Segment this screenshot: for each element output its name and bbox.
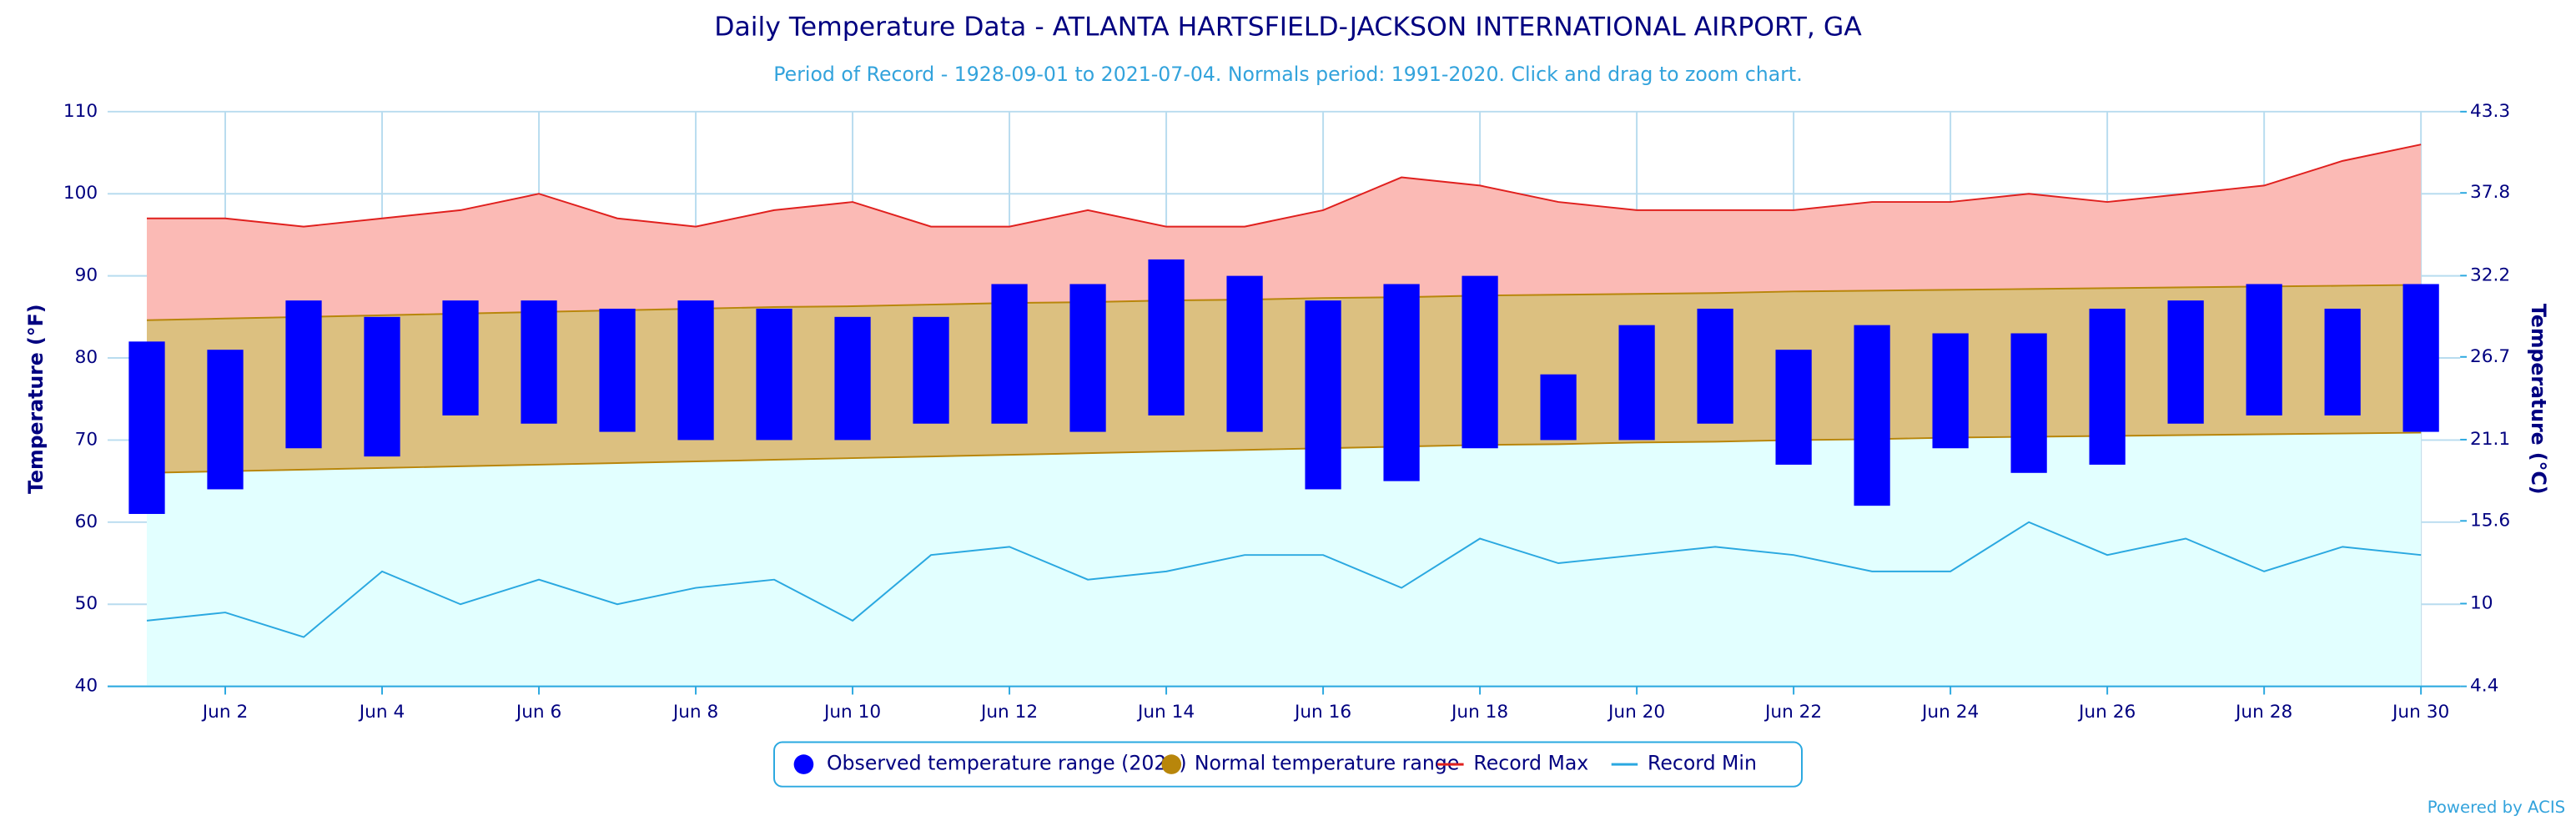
range-bar[interactable] (442, 300, 479, 416)
plot-area (108, 110, 2461, 688)
x-tick-label: Jun 26 (2077, 702, 2136, 723)
range-bar[interactable] (364, 316, 400, 457)
y-tick-label: 90 (75, 265, 98, 286)
x-tick-label: Jun 18 (1450, 702, 1508, 723)
legend-item[interactable]: Observed temperature range (2021) (793, 752, 1187, 775)
range-bar[interactable] (2402, 284, 2439, 432)
legend-item[interactable]: Record Min (1611, 752, 1757, 775)
y2-tick-label: 26.7 (2470, 346, 2510, 367)
range-bar[interactable] (2010, 333, 2047, 473)
chart-title: Daily Temperature Data - ATLANTA HARTSFI… (714, 12, 1862, 42)
y2-tick-label: 21.1 (2470, 429, 2510, 450)
range-bar[interactable] (1697, 308, 1733, 424)
y2-tick-label: 32.2 (2470, 264, 2510, 285)
range-bar[interactable] (1069, 284, 1106, 432)
y-tick-label: 40 (75, 676, 98, 697)
legend-symbol (1161, 754, 1182, 774)
legend-box (773, 741, 1803, 788)
legend-label: Observed temperature range (2021) (827, 752, 1187, 775)
area-fill (147, 432, 2422, 687)
credit[interactable]: Powered by ACIS (2428, 798, 2565, 817)
y2-tick-label: 37.8 (2470, 182, 2510, 203)
range-bar[interactable] (834, 316, 871, 441)
range-bar[interactable] (1305, 300, 1341, 490)
range-bar[interactable] (677, 300, 714, 441)
x-tick-label: Jun 4 (358, 702, 405, 723)
legend: Observed temperature range (2021) Normal … (773, 741, 1803, 788)
y2-axis-label: Temperature (°C) (2527, 304, 2550, 495)
line (147, 144, 2422, 228)
range-bar[interactable] (2246, 284, 2282, 416)
y2-tick-label: 4.4 (2470, 676, 2498, 697)
range-bar[interactable] (2089, 308, 2126, 465)
range-bar[interactable] (1618, 325, 1655, 441)
y2-tick-label: 43.3 (2470, 101, 2510, 122)
y-tick-label: 80 (75, 347, 98, 368)
range-bar[interactable] (285, 300, 322, 449)
range-bar[interactable] (1540, 374, 1577, 441)
range-bar[interactable] (1383, 284, 1420, 481)
range-bar[interactable] (913, 316, 949, 424)
y-tick-label: 60 (75, 511, 98, 532)
range-bar[interactable] (521, 300, 557, 424)
range-bar[interactable] (1462, 275, 1498, 449)
legend-symbol (793, 754, 814, 774)
x-tick-label: Jun 10 (823, 702, 881, 723)
x-tick-label: Jun 28 (2234, 702, 2292, 723)
legend-item[interactable]: Record Max (1437, 752, 1588, 775)
x-tick-label: Jun 8 (672, 702, 718, 723)
legend-label: Record Max (1473, 752, 1588, 775)
x-tick-label: Jun 6 (515, 702, 561, 723)
range-bar[interactable] (2167, 300, 2204, 424)
x-tick-label: Jun 20 (1607, 702, 1665, 723)
x-tick-label: Jun 12 (979, 702, 1038, 723)
range-bar[interactable] (991, 284, 1028, 424)
legend-label: Record Min (1648, 752, 1757, 775)
range-bar[interactable] (1148, 259, 1185, 416)
range-bar[interactable] (1854, 325, 1890, 506)
range-bar[interactable] (1775, 350, 1812, 465)
y-tick-label: 70 (75, 429, 98, 450)
range-bar[interactable] (756, 308, 792, 441)
x-tick-label: Jun 30 (2391, 702, 2449, 723)
legend-item[interactable]: Normal temperature range (1161, 752, 1459, 775)
range-area (147, 285, 2422, 473)
x-tick-label: Jun 22 (1763, 702, 1822, 723)
line (146, 521, 2422, 638)
y-axis-label: Temperature (°F) (24, 304, 48, 494)
range-bar[interactable] (1932, 333, 1969, 449)
chart-subtitle: Period of Record - 1928-09-01 to 2021-07… (773, 63, 1802, 86)
y2-tick-label: 15.6 (2470, 510, 2510, 531)
y-tick-label: 110 (63, 101, 98, 122)
y2-tick-label: 10 (2470, 592, 2493, 613)
y-tick-label: 100 (63, 183, 98, 204)
y-tick-label: 50 (75, 593, 98, 614)
range-bar[interactable] (1226, 275, 1263, 432)
x-tick-label: Jun 14 (1136, 702, 1195, 723)
legend-label: Normal temperature range (1195, 752, 1459, 775)
range-bar[interactable] (2324, 308, 2361, 416)
x-tick-label: Jun 16 (1293, 702, 1351, 723)
range-bar[interactable] (207, 350, 244, 490)
range-bar[interactable] (128, 341, 165, 514)
x-tick-label: Jun 2 (201, 702, 248, 723)
range-bar[interactable] (599, 308, 636, 432)
x-tick-label: Jun 24 (1920, 702, 1979, 723)
